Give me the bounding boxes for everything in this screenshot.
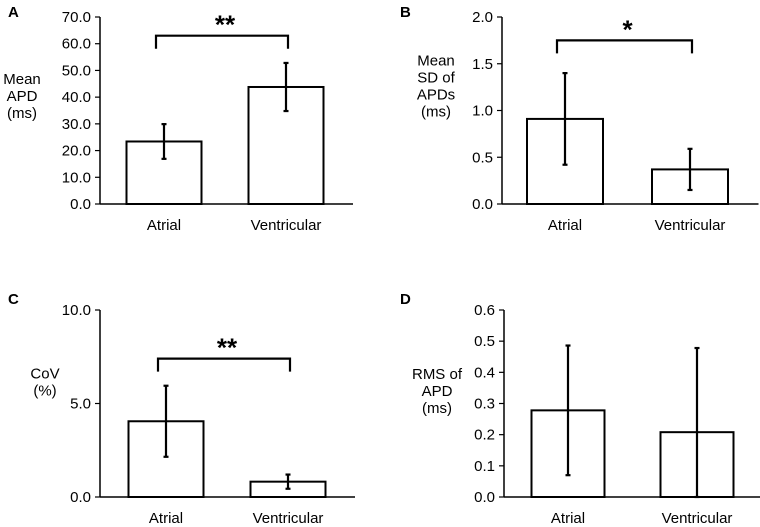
panel-b-ylabel-line: APDs [417, 87, 455, 104]
panel-d-ytick-label: 0.3 [474, 396, 495, 413]
panel-b-significance-label: * [622, 14, 633, 44]
panel-a-ytick-label: 40.0 [62, 89, 91, 106]
panel-c-category-label: Atrial [149, 510, 183, 527]
panel-c-ytick-label: 0.0 [70, 489, 91, 506]
panel-c-ylabel-line: (%) [33, 383, 56, 400]
panel-a-ylabel-line: (ms) [7, 105, 37, 122]
panel-c-letter: C [8, 291, 19, 308]
panel-a-ylabel-line: APD [7, 88, 38, 105]
panel-d-letter: D [400, 291, 411, 308]
panel-a-category-label: Atrial [147, 217, 181, 234]
panel-b-category-label: Ventricular [655, 217, 726, 234]
panel-d-ytick-label: 0.2 [474, 427, 495, 444]
panel-d-ylabel-line: RMS of [412, 366, 463, 383]
panel-c-ytick-label: 10.0 [62, 302, 91, 319]
panel-c-category-label: Ventricular [253, 510, 324, 527]
panel-b-significance-bracket [555, 39, 694, 54]
panel-b-category-label: Atrial [548, 217, 582, 234]
panel-a-ytick-label: 70.0 [62, 9, 91, 26]
panel-d-category-label: Ventricular [662, 510, 733, 527]
panel-d-ytick-label: 0.4 [474, 364, 495, 381]
panel-c-significance-bracket [156, 357, 292, 372]
panel-a-ytick-label: 50.0 [62, 62, 91, 79]
panel-c-ytick-label: 5.0 [70, 396, 91, 413]
panel-a-significance-label: ** [215, 10, 236, 40]
panel-a-ylabel-line: Mean [3, 71, 41, 88]
panel-b-ylabel-line: (ms) [421, 104, 451, 121]
panel-a-category-label: Ventricular [251, 217, 322, 234]
panel-b-ytick-label: 1.5 [472, 56, 493, 73]
panel-a-ytick-label: 0.0 [70, 196, 91, 213]
panel-d-ytick-label: 0.1 [474, 458, 495, 475]
panel-a-bar-ventricular [247, 85, 325, 205]
panel-c-ylabel-line: CoV [30, 366, 59, 383]
panel-b-ytick-label: 0.5 [472, 149, 493, 166]
panel-b-ylabel-line: Mean [417, 53, 455, 70]
panel-a-ytick-label: 20.0 [62, 143, 91, 160]
panel-a-significance-bracket [154, 34, 290, 49]
panel-b-ytick-label: 1.0 [472, 103, 493, 120]
panel-d-category-label: Atrial [551, 510, 585, 527]
panel-a-ytick-label: 60.0 [62, 36, 91, 53]
panel-c-significance-label: ** [217, 333, 238, 363]
panel-b-letter: B [400, 4, 411, 21]
panel-d-ytick-label: 0.6 [474, 302, 495, 319]
panel-d-ytick-label: 0.5 [474, 333, 495, 350]
panel-a-ytick-label: 10.0 [62, 169, 91, 186]
panel-d-ylabel-line: APD [422, 383, 453, 400]
panel-b-ytick-label: 0.0 [472, 196, 493, 213]
panel-d-ytick-label: 0.0 [474, 489, 495, 506]
panel-a-letter: A [8, 4, 19, 21]
panel-b-ytick-label: 2.0 [472, 9, 493, 26]
panel-d-ylabel-line: (ms) [422, 400, 452, 417]
panel-b-ylabel-line: SD of [417, 70, 455, 87]
panel-a-ytick-label: 30.0 [62, 116, 91, 133]
